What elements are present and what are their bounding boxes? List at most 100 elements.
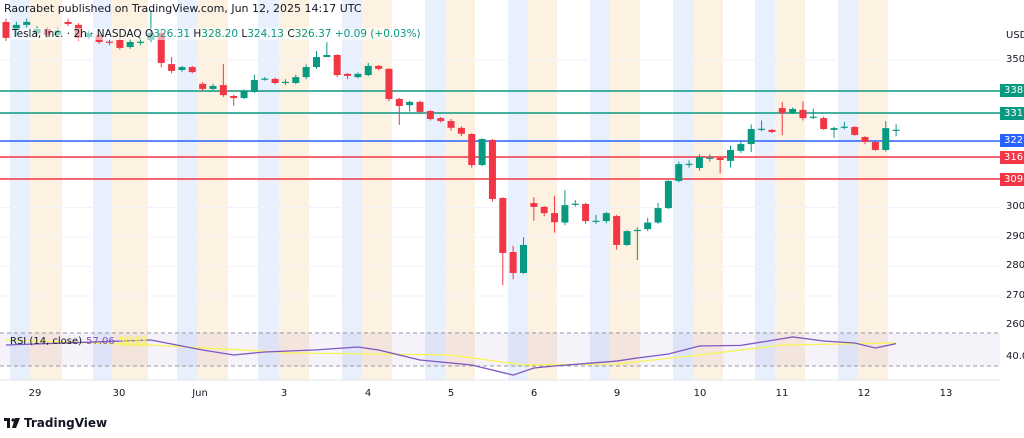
rsi-pane <box>0 332 1000 376</box>
candle <box>406 100 414 112</box>
candle-body <box>302 67 310 78</box>
candle-body <box>840 126 848 128</box>
candle <box>219 64 227 97</box>
candle <box>633 227 641 261</box>
candle <box>561 190 569 226</box>
candle-body <box>613 216 621 245</box>
x-tick: 6 <box>530 388 538 399</box>
candle-body <box>2 21 10 38</box>
candle-body <box>799 109 807 119</box>
candle-body <box>851 126 859 135</box>
session-band <box>528 0 557 380</box>
candle-body <box>116 39 124 48</box>
candle <box>695 154 703 171</box>
candle <box>375 65 383 71</box>
symbol-legend[interactable]: Tesla, Inc. · 2h · NASDAQ O326.31 H328.2… <box>10 28 423 40</box>
candle-body <box>582 203 590 222</box>
candle <box>64 18 72 27</box>
candle <box>447 119 455 131</box>
session-bands <box>10 0 888 380</box>
candle <box>799 101 807 121</box>
x-tick: 5 <box>447 388 455 399</box>
session-band <box>590 0 610 380</box>
candle <box>395 97 403 125</box>
candle-body <box>64 21 72 25</box>
candle-body <box>633 229 641 232</box>
candle-body <box>551 213 559 223</box>
candle-body <box>12 24 20 30</box>
session-band <box>838 0 858 380</box>
level-label-322: 322 <box>1000 134 1024 147</box>
candle <box>178 65 186 72</box>
candle-body <box>530 203 538 207</box>
candle <box>685 160 693 168</box>
x-tick: Jun <box>192 388 208 399</box>
candle <box>188 65 196 74</box>
candle <box>2 18 10 41</box>
y-tick: 350 <box>1006 54 1024 65</box>
rsi-legend[interactable]: RSI (14, close) 57.06 50.63 <box>10 336 148 347</box>
session-band <box>610 0 640 380</box>
candle <box>644 217 652 232</box>
candle-body <box>447 121 455 128</box>
low-value: 324.13 <box>247 28 284 40</box>
candle-body <box>137 41 145 43</box>
candle <box>281 79 289 86</box>
candle-body <box>768 129 776 132</box>
candle-body <box>727 149 734 161</box>
candle-body <box>706 157 714 159</box>
candle-body <box>664 180 672 209</box>
level-label-309: 309 <box>1000 173 1024 186</box>
candle-body <box>778 108 786 114</box>
candle-body <box>561 205 569 223</box>
candle <box>488 139 496 202</box>
candle <box>354 72 362 79</box>
candle-body <box>271 78 279 84</box>
candle <box>344 72 352 80</box>
x-tick: 9 <box>613 388 621 399</box>
candle <box>209 83 217 91</box>
candle <box>106 39 113 46</box>
currency-label[interactable]: USD <box>1006 30 1024 41</box>
candle-body <box>323 54 331 58</box>
x-tick: 10 <box>693 388 707 399</box>
x-tick: 11 <box>775 388 789 399</box>
session-band <box>197 0 228 380</box>
candle-body <box>395 98 403 107</box>
session-band <box>445 0 475 380</box>
candle <box>758 120 766 132</box>
session-band <box>425 0 445 380</box>
candle <box>592 214 600 224</box>
candle-body <box>716 157 724 161</box>
x-tick: 3 <box>280 388 288 399</box>
candle <box>364 62 372 77</box>
candle-body <box>602 213 610 222</box>
candle <box>613 214 621 250</box>
candle-body <box>157 32 165 63</box>
session-band <box>693 0 723 380</box>
candle-body <box>406 101 414 106</box>
candle <box>892 124 900 137</box>
candle <box>623 230 631 246</box>
candle-body <box>261 78 269 80</box>
candle <box>333 54 341 78</box>
candle <box>499 197 507 286</box>
candle-body <box>675 164 683 181</box>
candle <box>871 141 879 151</box>
candle-body <box>592 220 600 222</box>
candle-body <box>292 77 300 84</box>
candle-body <box>230 95 238 99</box>
candle-body <box>871 142 879 150</box>
rsi-line <box>5 336 897 376</box>
price-chart[interactable] <box>0 0 1024 410</box>
candle <box>468 133 476 168</box>
candle <box>706 154 714 162</box>
session-band <box>362 0 392 380</box>
session-band <box>775 0 805 380</box>
session-band <box>342 0 362 380</box>
candle <box>747 124 755 153</box>
tradingview-brand[interactable]: TradingView <box>4 416 107 430</box>
candle-body <box>758 128 766 130</box>
y-tick: 270 <box>1006 290 1024 301</box>
symbol-name[interactable]: Tesla, Inc. · 2h · NASDAQ <box>12 28 142 40</box>
